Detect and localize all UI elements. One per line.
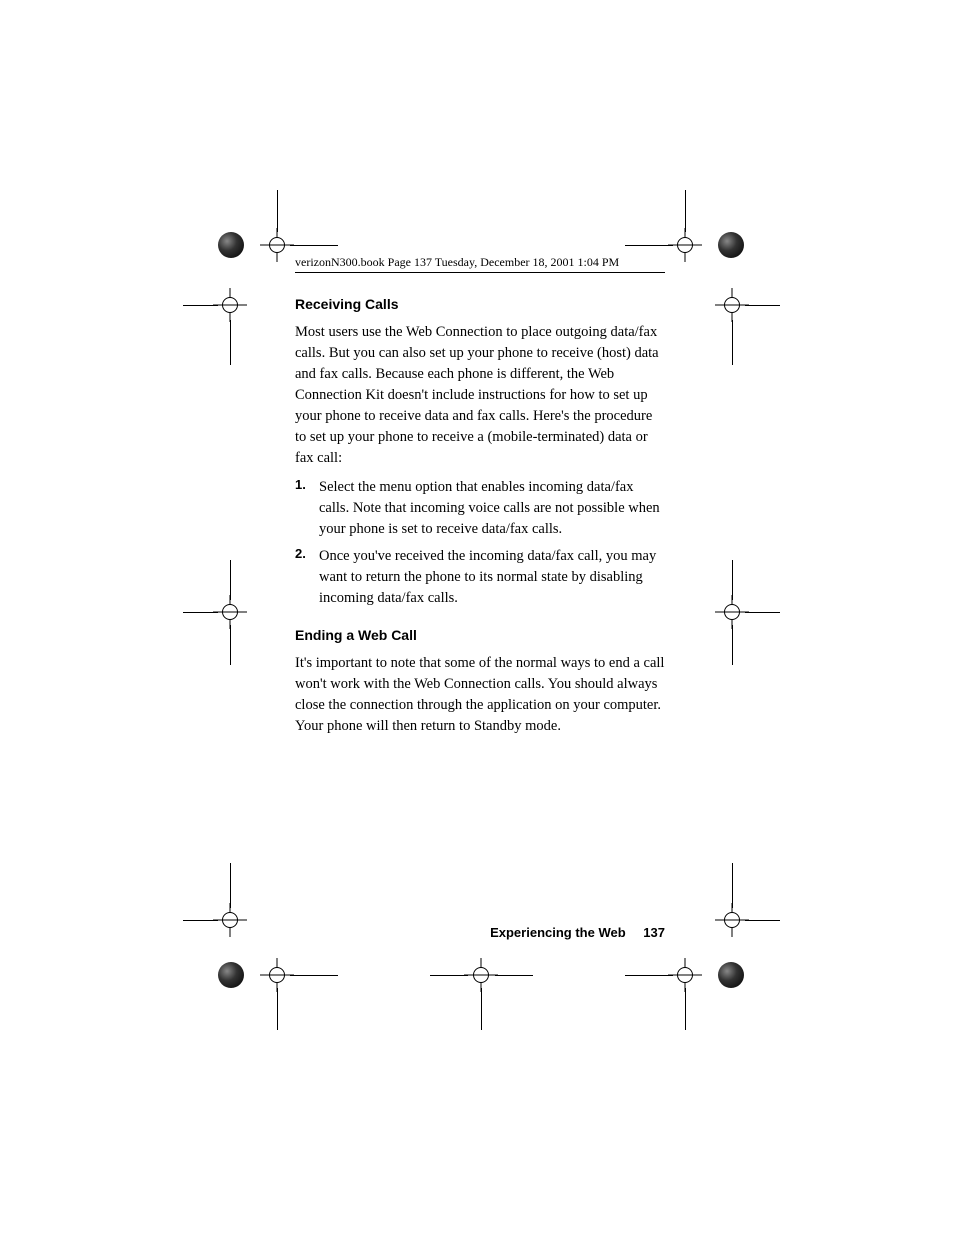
registration-mark-icon <box>668 958 702 992</box>
registration-mark-icon <box>715 288 749 322</box>
crop-line <box>685 190 686 232</box>
crop-line <box>481 988 482 1030</box>
list-item-text: Once you've received the incoming data/f… <box>319 546 665 609</box>
list-item: 2. Once you've received the incoming dat… <box>295 546 665 609</box>
crop-line <box>290 975 338 976</box>
registration-mark-icon <box>464 958 498 992</box>
crop-line <box>625 975 673 976</box>
list-item-number: 2. <box>295 546 319 609</box>
registration-mark-icon <box>715 595 749 629</box>
crop-line <box>732 320 733 365</box>
registration-mark-icon <box>260 228 294 262</box>
crop-line <box>495 975 533 976</box>
registration-mark-icon <box>668 228 702 262</box>
crop-line <box>230 625 231 665</box>
footer-chapter-title: Experiencing the Web <box>490 925 626 940</box>
crop-line <box>625 245 673 246</box>
registration-mark-icon <box>213 903 247 937</box>
registration-mark-icon <box>715 903 749 937</box>
crop-line <box>230 863 231 908</box>
registration-mark-icon <box>213 288 247 322</box>
heading-ending-web-call: Ending a Web Call <box>295 627 665 643</box>
crop-line <box>277 988 278 1030</box>
crop-line <box>430 975 468 976</box>
crop-line <box>277 190 278 232</box>
list-item-number: 1. <box>295 477 319 540</box>
list-item-text: Select the menu option that enables inco… <box>319 477 665 540</box>
crop-line <box>745 920 780 921</box>
crop-line <box>290 245 338 246</box>
heading-receiving-calls: Receiving Calls <box>295 296 665 312</box>
crop-line <box>685 988 686 1030</box>
crop-line <box>745 612 780 613</box>
para-receiving-calls: Most users use the Web Connection to pla… <box>295 322 665 469</box>
list-item: 1. Select the menu option that enables i… <box>295 477 665 540</box>
registration-mark-icon <box>213 595 247 629</box>
crop-line <box>732 863 733 908</box>
crop-line <box>230 560 231 600</box>
crop-line <box>230 320 231 365</box>
registration-mark-icon <box>218 232 244 258</box>
footer-page-number: 137 <box>643 925 665 940</box>
crop-line <box>745 305 780 306</box>
page-footer: Experiencing the Web 137 <box>295 925 665 940</box>
registration-mark-icon <box>718 962 744 988</box>
page-content: Receiving Calls Most users use the Web C… <box>295 258 665 745</box>
numbered-list: 1. Select the menu option that enables i… <box>295 477 665 609</box>
registration-mark-icon <box>718 232 744 258</box>
crop-line <box>183 305 218 306</box>
registration-mark-icon <box>260 958 294 992</box>
registration-mark-icon <box>218 962 244 988</box>
crop-line <box>183 612 218 613</box>
para-ending-web-call: It's important to note that some of the … <box>295 653 665 737</box>
crop-line <box>732 560 733 600</box>
crop-line <box>183 920 218 921</box>
crop-line <box>732 625 733 665</box>
